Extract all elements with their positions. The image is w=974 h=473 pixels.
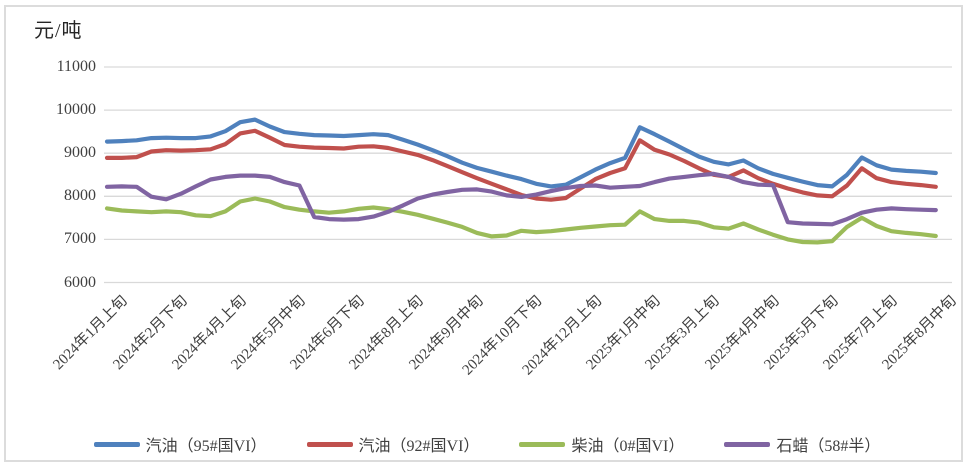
legend-label-diesel-0: 柴油（0#国VI） (571, 438, 685, 455)
legend-label-gasoline-95: 汽油（95#国VI） (145, 438, 267, 455)
legend-item-diesel-0: 柴油（0#国VI） (519, 432, 684, 456)
y-tick-label-6000: 6000 (64, 273, 96, 291)
gasoline-95-line-swatch (93, 441, 140, 447)
legend-item-gasoline-92: 汽油（92#国VI） (306, 432, 480, 456)
series-line-0 (104, 117, 938, 189)
y-tick-label-10000: 10000 (56, 101, 96, 119)
y-tick-label-9000: 9000 (64, 144, 96, 162)
chart-legend: 汽油（95#国VI） 汽油（92#国VI） 柴油（0#国VI） 石蜡（58#半） (0, 431, 974, 457)
series-line-1 (104, 128, 938, 202)
legend-item-paraffin-58: 石蜡（58#半） (724, 432, 880, 456)
diesel-0-line-swatch (519, 441, 566, 447)
y-tick-label-8000: 8000 (64, 187, 96, 205)
y-tick-label-11000: 11000 (56, 58, 96, 75)
legend-label-gasoline-92: 汽油（92#国VI） (358, 438, 480, 455)
legend-item-gasoline-95: 汽油（95#国VI） (93, 432, 267, 456)
paraffin-58-line-swatch (724, 441, 771, 447)
y-tick-label-7000: 7000 (64, 230, 96, 248)
y-axis-unit-label: 元/吨 (34, 20, 83, 42)
gasoline-92-line-swatch (306, 441, 353, 447)
series-line-3 (104, 171, 938, 227)
legend-label-paraffin-58: 石蜡（58#半） (776, 438, 881, 455)
series-line-2 (104, 196, 938, 245)
